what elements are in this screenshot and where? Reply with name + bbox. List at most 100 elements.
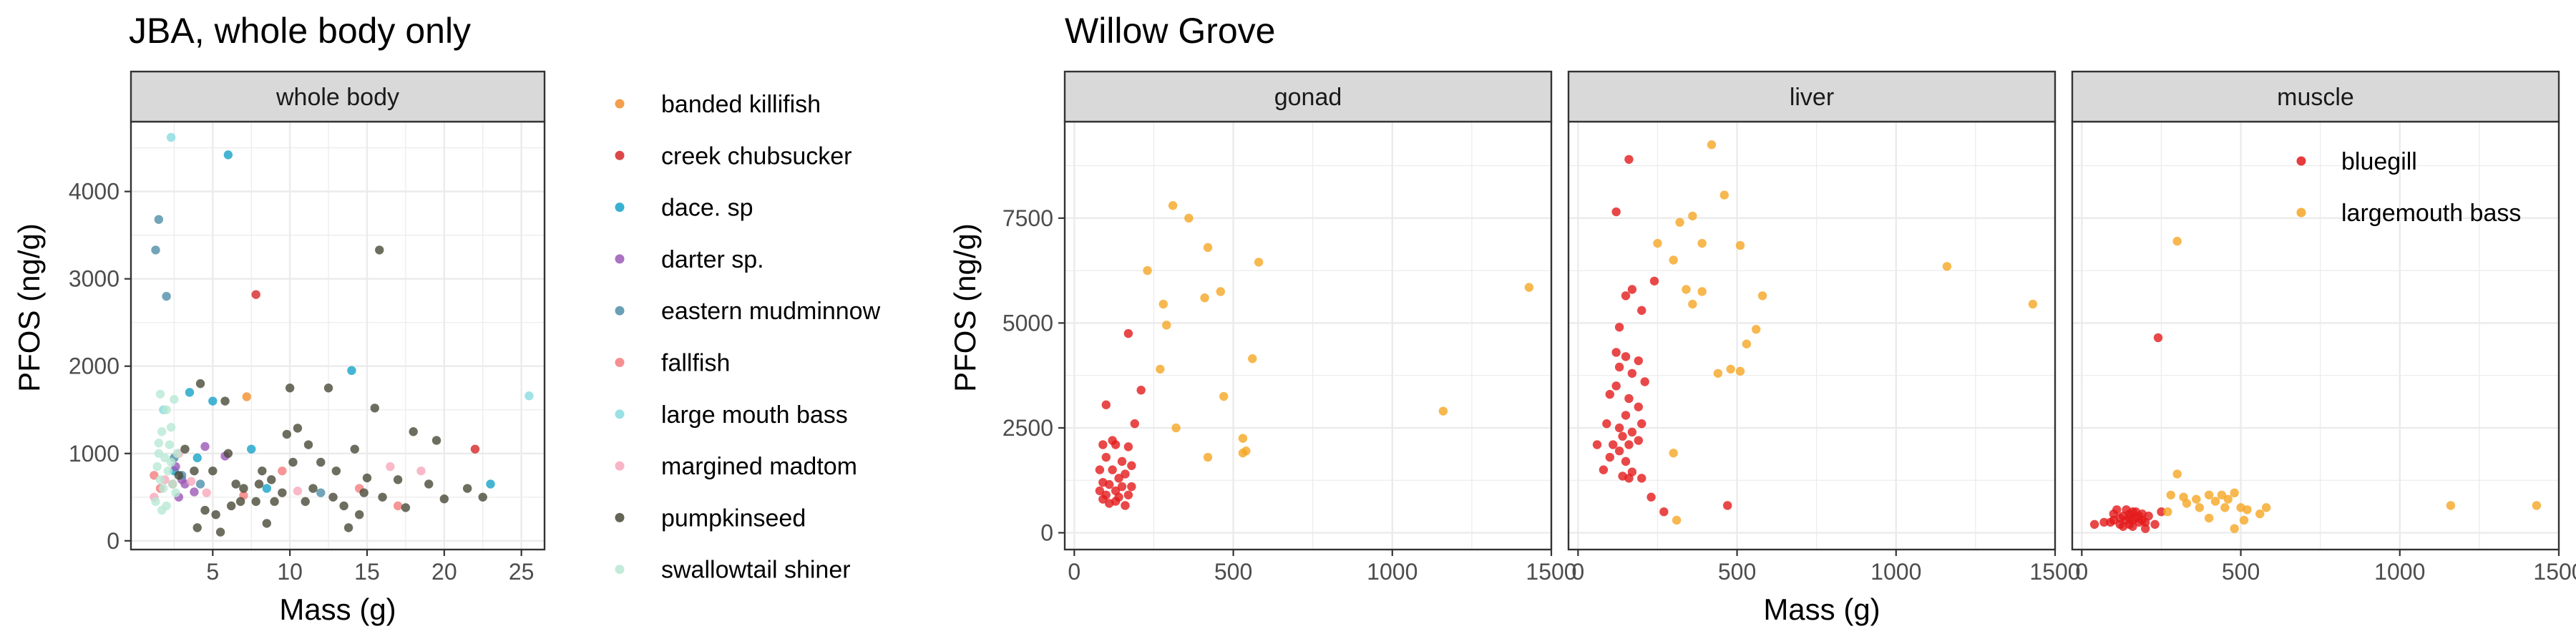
facet-strip-gonad <box>1063 70 1553 123</box>
data-point-largemouth-bass <box>2028 299 2038 309</box>
data-point-large-mouth-bass <box>525 391 534 401</box>
data-point-pumpkinseed <box>254 479 264 489</box>
data-point-largemouth-bass <box>1726 364 1735 374</box>
facet-label-muscle: muscle <box>2277 84 2354 111</box>
data-point-largemouth-bass <box>1942 262 1952 271</box>
legend-label-pumpkinseed: pumpkinseed <box>661 504 806 532</box>
legend-key-fallfish <box>615 358 625 367</box>
plot-background-gonad <box>1065 122 1551 550</box>
data-point-bluegill <box>1614 323 1624 332</box>
data-point-pumpkinseed <box>328 492 338 502</box>
jba-plot: whole body 5 10 15 20 25 0 1000 2000 3000 4000 <box>69 70 546 585</box>
data-point-margined-madtom <box>416 466 426 476</box>
data-point-largemouth-bass <box>2163 507 2172 517</box>
data-point-bluegill <box>1123 328 1133 338</box>
data-point-fallfish <box>278 466 287 476</box>
data-point-dace-sp <box>185 388 195 397</box>
data-point-largemouth-bass <box>1688 299 1697 309</box>
data-point-largemouth-bass <box>2230 524 2239 533</box>
data-point-largemouth-bass <box>1524 283 1534 292</box>
data-point-largemouth-bass <box>1238 434 1248 443</box>
data-point-swallowtail-shiner <box>166 457 176 467</box>
data-point-pumpkinseed <box>251 497 260 507</box>
data-point-bluegill <box>1121 469 1130 479</box>
data-point-bluegill <box>1624 155 1634 164</box>
y-tick-label: 4000 <box>69 179 119 205</box>
legend-key-creek-chubsucker <box>615 150 625 160</box>
data-point-bluegill <box>1621 352 1631 361</box>
x-tick-label: 500 <box>1214 559 1252 585</box>
data-point-bluegill <box>1127 482 1136 492</box>
data-point-largemouth-bass <box>1156 364 1165 374</box>
data-point-bluegill <box>1640 377 1649 386</box>
legend-label-large-mouth-bass: large mouth bass <box>661 401 848 429</box>
legend-key-bluegill <box>2296 156 2306 166</box>
data-point-pumpkinseed <box>303 440 313 449</box>
data-point-largemouth-bass <box>1143 265 1152 275</box>
data-point-swallowtail-shiner <box>170 394 179 404</box>
data-point-largemouth-bass <box>2261 503 2271 512</box>
data-point-largemouth-bass <box>1248 354 1257 364</box>
legend-key-darter-sp <box>615 254 625 264</box>
data-point-pumpkinseed <box>235 497 245 507</box>
data-point-bluegill <box>1123 490 1133 499</box>
data-point-bluegill <box>1621 411 1631 420</box>
x-tick-label: 0 <box>2075 559 2088 585</box>
data-point-largemouth-bass <box>1162 321 1171 330</box>
data-point-pumpkinseed <box>288 457 298 467</box>
legend-key-pumpkinseed <box>615 512 625 522</box>
legend-label-fallfish: fallfish <box>661 350 730 377</box>
data-point-pumpkinseed <box>278 488 287 497</box>
data-point-largemouth-bass <box>2230 488 2239 498</box>
data-point-largemouth-bass <box>1158 299 1168 309</box>
data-point-pumpkinseed <box>195 379 205 389</box>
data-point-pumpkinseed <box>431 436 441 445</box>
data-point-pumpkinseed <box>192 523 202 532</box>
data-point-pumpkinseed <box>331 466 341 476</box>
data-point-largemouth-bass <box>1707 140 1717 150</box>
data-point-bluegill <box>1723 501 1732 510</box>
data-point-swallowtail-shiner <box>157 427 167 436</box>
data-point-largemouth-bass <box>2204 490 2214 499</box>
data-point-bluegill <box>1646 492 1656 502</box>
data-point-bluegill <box>1136 386 1146 395</box>
x-tick-label: 1000 <box>1367 559 1418 585</box>
x-tick-label: 15 <box>354 559 380 585</box>
data-point-largemouth-bass <box>1672 515 1682 525</box>
data-point-pumpkinseed <box>267 475 276 484</box>
y-tick-label: 0 <box>107 528 119 554</box>
data-point-bluegill <box>1117 482 1127 492</box>
data-point-bluegill <box>1605 389 1614 399</box>
data-point-bluegill <box>1624 440 1634 449</box>
data-point-largemouth-bass <box>2239 515 2249 525</box>
data-point-largemouth-bass <box>1669 448 1678 458</box>
data-point-bluegill <box>1659 507 1669 517</box>
data-point-pumpkinseed <box>370 404 379 413</box>
data-point-largemouth-bass <box>1682 285 1691 294</box>
x-tick-label: 0 <box>1068 559 1080 585</box>
data-point-margined-madtom <box>186 477 196 487</box>
data-point-largemouth-bass <box>2204 513 2214 523</box>
data-point-creek-chubsucker <box>251 290 260 299</box>
y-tick-label: 0 <box>1040 520 1053 546</box>
data-point-fallfish <box>393 501 403 511</box>
data-point-banded-killifish <box>242 392 251 401</box>
data-point-eastern-mudminnow <box>316 488 326 497</box>
y-tick-label: 3000 <box>69 266 119 292</box>
data-point-large-mouth-bass <box>166 132 176 142</box>
data-point-swallowtail-shiner <box>157 505 167 515</box>
data-point-dace-sp <box>223 150 233 160</box>
data-point-swallowtail-shiner <box>152 462 162 472</box>
data-point-pumpkinseed <box>362 473 372 483</box>
data-point-eastern-mudminnow <box>195 479 205 489</box>
data-point-pumpkinseed <box>223 449 233 458</box>
data-point-bluegill <box>1624 474 1634 483</box>
data-point-bluegill <box>1101 400 1111 409</box>
facet-strip-liver <box>1567 70 2057 123</box>
data-point-bluegill <box>1618 431 1627 441</box>
data-point-pumpkinseed <box>375 245 384 255</box>
data-point-largemouth-bass <box>1742 339 1752 348</box>
data-point-pumpkinseed <box>339 501 348 511</box>
jba-legend: banded killifish creek chubsucker dace. sp… <box>615 91 881 584</box>
